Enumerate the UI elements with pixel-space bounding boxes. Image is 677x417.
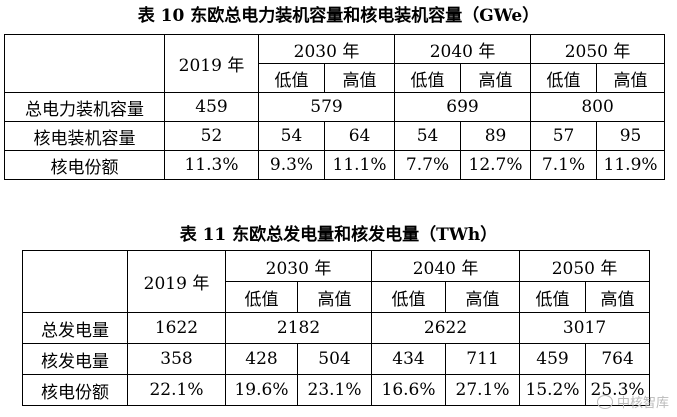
- value-2030: 579: [257, 92, 396, 122]
- year-2040-header: 2040 年: [394, 34, 532, 64]
- value-2050-low: 57: [530, 121, 598, 151]
- value-2019: 11.3%: [164, 150, 259, 180]
- value-2040: 699: [394, 92, 532, 122]
- row-label: 核电份额: [22, 374, 128, 406]
- high-header: 高值: [323, 63, 396, 93]
- value-2019: 52: [164, 121, 259, 151]
- table-row: 核电份额 22.1% 19.6% 23.1% 16.6% 27.1% 15.2%…: [22, 374, 651, 406]
- row-label: 核电装机容量: [4, 121, 165, 151]
- table11-caption: 表 11 东欧总发电量和核发电量（TWh）: [179, 225, 498, 245]
- value-2030-high: 504: [296, 343, 373, 375]
- watermark: 中核智库: [596, 392, 669, 411]
- value-2019: 22.1%: [127, 374, 226, 406]
- row-label: 核电份额: [4, 150, 165, 180]
- value-2050-high: 764: [585, 343, 651, 375]
- low-header: 低值: [394, 63, 462, 93]
- value-2040-low: 54: [394, 121, 462, 151]
- value-2040: 2622: [371, 312, 521, 344]
- value-2019: 1622: [127, 312, 226, 344]
- value-2050-low: 459: [519, 343, 587, 375]
- value-2050: 3017: [519, 312, 651, 344]
- value-2030-high: 64: [323, 121, 396, 151]
- value-2040-low: 434: [371, 343, 447, 375]
- value-2030-high: 11.1%: [323, 150, 396, 180]
- corner-cell: [22, 250, 128, 313]
- low-header: 低值: [519, 281, 587, 313]
- value-2050-low: 15.2%: [519, 374, 587, 406]
- table10-caption: 表 10 东欧总电力装机容量和核电装机容量（GWe）: [137, 6, 540, 26]
- year-2050-header: 2050 年: [519, 250, 651, 282]
- generation-table: 2019 年 2030 年 2040 年 2050 年 低值 高值 低值 高值 …: [22, 250, 651, 406]
- value-2050: 800: [530, 92, 666, 122]
- year-2019-header: 2019 年: [127, 250, 226, 313]
- value-2050-high: 11.9%: [596, 150, 666, 180]
- corner-cell: [4, 34, 165, 93]
- row-label: 核发电量: [22, 343, 128, 375]
- table-row: 核发电量 358 428 504 434 711 459 764: [22, 343, 651, 375]
- value-2050-low: 7.1%: [530, 150, 598, 180]
- value-2050-high: 95: [596, 121, 666, 151]
- value-2040-low: 7.7%: [394, 150, 462, 180]
- value-2040-high: 711: [445, 343, 521, 375]
- value-2030-high: 23.1%: [296, 374, 373, 406]
- high-header: 高值: [585, 281, 651, 313]
- low-header: 低值: [258, 63, 325, 93]
- watermark-text: 中核智库: [616, 396, 669, 411]
- table-row: 总电力装机容量 459 579 699 800: [4, 92, 666, 122]
- table-row: 核电份额 11.3% 9.3% 11.1% 7.7% 12.7% 7.1% 11…: [4, 150, 666, 180]
- year-2050-header: 2050 年: [530, 34, 666, 64]
- table-row: 核电装机容量 52 54 64 54 89 57 95: [4, 121, 666, 151]
- value-2030-low: 19.6%: [225, 374, 298, 406]
- value-2040-high: 27.1%: [445, 374, 521, 406]
- table-row: 总发电量 1622 2182 2622 3017: [22, 312, 651, 344]
- value-2040-high: 89: [460, 121, 532, 151]
- low-header: 低值: [225, 281, 298, 313]
- value-2040-high: 12.7%: [460, 150, 532, 180]
- value-2030-low: 428: [225, 343, 298, 375]
- value-2019: 358: [127, 343, 226, 375]
- row-label: 总发电量: [22, 312, 128, 344]
- high-header: 高值: [460, 63, 532, 93]
- row-label: 总电力装机容量: [4, 92, 165, 122]
- installed-capacity-table: 2019 年 2030 年 2040 年 2050 年 低值 高值 低值 高值 …: [4, 34, 666, 180]
- value-2030: 2182: [224, 312, 373, 344]
- value-2030-low: 9.3%: [258, 150, 325, 180]
- high-header: 高值: [445, 281, 521, 313]
- low-header: 低值: [371, 281, 447, 313]
- year-2030-header: 2030 年: [224, 250, 373, 282]
- high-header: 高值: [596, 63, 666, 93]
- low-header: 低值: [530, 63, 598, 93]
- high-header: 高值: [296, 281, 373, 313]
- value-2030-low: 54: [258, 121, 325, 151]
- year-2040-header: 2040 年: [371, 250, 521, 282]
- value-2019: 459: [164, 92, 259, 122]
- year-2019-header: 2019 年: [164, 34, 259, 93]
- value-2040-low: 16.6%: [371, 374, 447, 406]
- year-2030-header: 2030 年: [257, 34, 396, 64]
- wechat-icon: [596, 395, 613, 409]
